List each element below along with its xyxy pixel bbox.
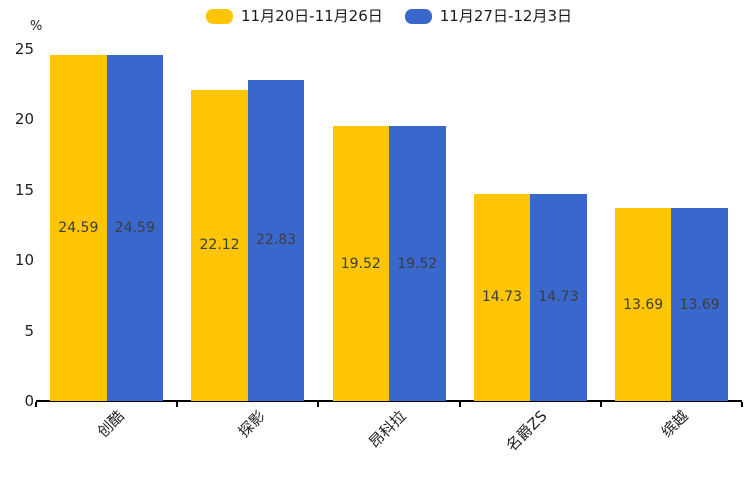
- bar: [332, 126, 389, 401]
- bar: [247, 79, 305, 401]
- y-axis-unit-label: %: [30, 19, 43, 34]
- bar: [106, 54, 164, 401]
- legend-item[interactable]: 11月27日-12月3日: [404, 6, 572, 26]
- bar-value-label: 19.52: [340, 255, 381, 272]
- legend: 11月20日-11月26日 11月27日-12月3日: [36, 6, 742, 26]
- x-category-label: 昂科拉: [365, 407, 410, 452]
- bar-value-label: 19.52: [397, 255, 438, 272]
- y-tick-label: 0: [24, 392, 34, 410]
- bar-value-label: 13.69: [623, 296, 664, 313]
- legend-label: 11月20日-11月26日: [241, 7, 383, 25]
- x-axis-tick: [458, 402, 461, 407]
- bar-value-label: 22.83: [256, 232, 297, 249]
- bar: [473, 193, 531, 401]
- bar-value-label: 24.59: [114, 219, 155, 236]
- x-category-label: 创酷: [93, 407, 128, 441]
- bar: [191, 89, 248, 401]
- x-axis-tick: [35, 402, 37, 407]
- y-tick-label: 15: [14, 180, 34, 199]
- x-axis-tick: [176, 402, 179, 407]
- legend-item[interactable]: 11月20日-11月26日: [206, 6, 383, 26]
- x-category-label: 探影: [234, 407, 269, 441]
- bar: [671, 208, 728, 401]
- y-tick-label: 20: [14, 110, 34, 129]
- bar-value-label: 14.73: [481, 289, 522, 306]
- bar: [614, 208, 672, 401]
- legend-swatch-icon: [206, 8, 233, 24]
- bar-value-label: 24.59: [58, 219, 99, 236]
- legend-label: 11月27日-12月3日: [439, 7, 572, 25]
- y-tick-label: 10: [14, 251, 34, 270]
- y-tick-label: 25: [14, 40, 34, 58]
- bar-value-label: 14.73: [538, 289, 579, 306]
- bar: [389, 126, 446, 401]
- x-category-label: 缤越: [658, 407, 693, 441]
- y-tick-label: 5: [24, 321, 34, 340]
- x-axis-line: [36, 400, 742, 402]
- legend-swatch-icon: [404, 8, 432, 24]
- x-axis-tick: [599, 402, 602, 407]
- x-axis-tick: [317, 402, 320, 407]
- bar-value-label: 22.12: [199, 237, 240, 254]
- bar: [530, 193, 587, 401]
- x-category-label: 名爵ZS: [502, 407, 551, 455]
- bar-value-label: 13.69: [679, 296, 720, 313]
- bar: [50, 54, 107, 401]
- x-axis-tick: [741, 402, 743, 407]
